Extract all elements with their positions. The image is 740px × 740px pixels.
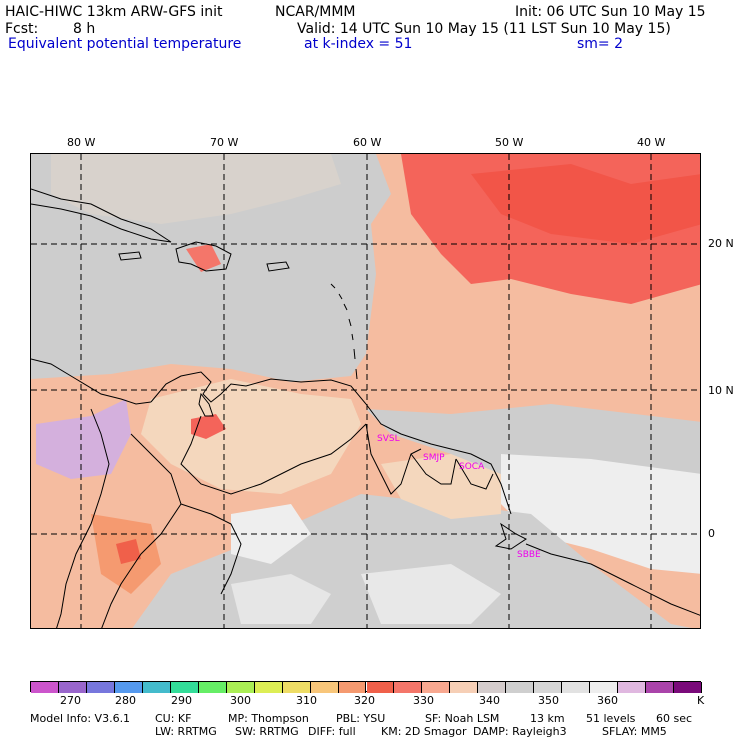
- colorbar-cell: [142, 682, 171, 693]
- colorbar-tick: 310: [296, 694, 317, 707]
- coast-colombia-pacific: [56, 408, 110, 628]
- coastlines: [31, 188, 700, 628]
- footer-damp: DAMP: Rayleigh3: [473, 725, 567, 738]
- border: [455, 458, 494, 490]
- colorbar-cell: [282, 682, 311, 693]
- colorbar-cell: [534, 682, 563, 693]
- tan-region: [381, 454, 501, 519]
- coast-hispaniola: [175, 241, 232, 272]
- footer-sflay: SFLAY: MM5: [602, 725, 667, 738]
- colorbar-cell: [170, 682, 199, 693]
- coast-central-america: [31, 358, 152, 405]
- border: [180, 415, 367, 495]
- lon-label: 40 W: [637, 136, 666, 149]
- coast-puerto-rico: [266, 261, 290, 272]
- colorbar-unit: K: [697, 694, 705, 707]
- model-title: HAIC-HIWC 13km ARW-GFS init: [5, 4, 223, 20]
- light-grey-region: [501, 454, 700, 574]
- footer-sf: SF: Noah LSM: [425, 712, 500, 725]
- org-label: NCAR/MMM: [275, 4, 356, 20]
- station-label: SOCA: [459, 462, 485, 472]
- smooth-label: sm= 2: [577, 36, 624, 52]
- light-grey-region: [231, 574, 331, 624]
- footer-res: 13 km: [530, 712, 565, 725]
- colorbar-cell: [450, 682, 479, 693]
- red-spot: [116, 539, 141, 564]
- valid-time: Valid: 14 UTC Sun 10 May 15 (11 LST Sun …: [297, 21, 671, 37]
- colorbar-tick: 280: [115, 694, 136, 707]
- colorbar: [30, 681, 702, 693]
- fcst-value: 8 h: [73, 21, 96, 37]
- tan-region: [141, 379, 361, 494]
- colorbar-cell: [58, 682, 87, 693]
- footer-timestep: 60 sec: [656, 712, 693, 725]
- fcst-label: Fcst:: [5, 21, 39, 37]
- map-canvas: SVSL SMJP SOCA SBBE: [31, 154, 700, 628]
- lat-label: 0: [708, 527, 715, 540]
- colorbar-cell: [198, 682, 227, 693]
- colorbar-cell: [422, 682, 451, 693]
- station-label: SBBE: [517, 550, 541, 560]
- grid: [31, 154, 700, 628]
- footer-lw: LW: RRTMG: [155, 725, 217, 738]
- colorbar-cell: [674, 682, 702, 693]
- station-label: SMJP: [423, 453, 445, 463]
- colorbar-cell: [394, 682, 423, 693]
- coast-jamaica: [118, 251, 142, 261]
- level-label: at k-index = 51: [304, 36, 413, 52]
- lon-label: 70 W: [210, 136, 239, 149]
- colorbar-tick: 320: [354, 694, 375, 707]
- colorbar-cell: [310, 682, 339, 693]
- colorbar-cell: [506, 682, 535, 693]
- colorbar-tick: 350: [538, 694, 559, 707]
- colorbar-tick: 270: [60, 694, 81, 707]
- colorbar-cell: [86, 682, 115, 693]
- red-spot: [186, 244, 221, 272]
- lon-label: 80 W: [67, 136, 96, 149]
- coast-brazil: [525, 543, 700, 616]
- colorbar-cell: [366, 682, 395, 693]
- colorbar-tick: 360: [597, 694, 618, 707]
- grey-region: [51, 154, 341, 224]
- footer-cu: CU: KF: [155, 712, 192, 725]
- colorbar-cell: [254, 682, 283, 693]
- lon-label: 50 W: [495, 136, 524, 149]
- colorbar-cell: [31, 682, 59, 693]
- footer-mp: MP: Thompson: [228, 712, 309, 725]
- colorbar-cell: [562, 682, 591, 693]
- lon-label: 60 W: [353, 136, 382, 149]
- colorbar-cell: [338, 682, 367, 693]
- map-panel: SVSL SMJP SOCA SBBE: [30, 153, 701, 629]
- colorbar-cell: [226, 682, 255, 693]
- footer-diff: DIFF: full: [308, 725, 356, 738]
- footer-levels: 51 levels: [586, 712, 636, 725]
- colorbar-cell: [590, 682, 619, 693]
- coast-antilles: [330, 283, 358, 380]
- lat-label: 10 N: [708, 384, 734, 397]
- init-time: Init: 06 UTC Sun 10 May 15: [515, 4, 706, 20]
- red-region: [471, 164, 700, 244]
- colorbar-tick: 340: [479, 694, 500, 707]
- colorbar-cell: [618, 682, 647, 693]
- footer-sw: SW: RRTMG: [235, 725, 299, 738]
- colorbar-tick: 300: [230, 694, 251, 707]
- colorbar-cell: [646, 682, 675, 693]
- colorbar-cell: [478, 682, 507, 693]
- footer-km: KM: 2D Smagor: [381, 725, 467, 738]
- light-grey-region: [361, 564, 501, 624]
- coast-south-america: [150, 371, 512, 515]
- colorbar-tick: 330: [413, 694, 434, 707]
- station-label: SVSL: [377, 434, 400, 444]
- footer-model-info: Model Info: V3.6.1: [30, 712, 131, 725]
- coast-cuba: [31, 188, 172, 243]
- coast-maracaibo: [198, 392, 214, 417]
- colorbar-tick: 290: [171, 694, 192, 707]
- lat-label: 20 N: [708, 237, 734, 250]
- colorbar-cell: [114, 682, 143, 693]
- field-name: Equivalent potential temperature: [8, 36, 242, 52]
- border: [410, 453, 457, 485]
- footer-pbl: PBL: YSU: [336, 712, 386, 725]
